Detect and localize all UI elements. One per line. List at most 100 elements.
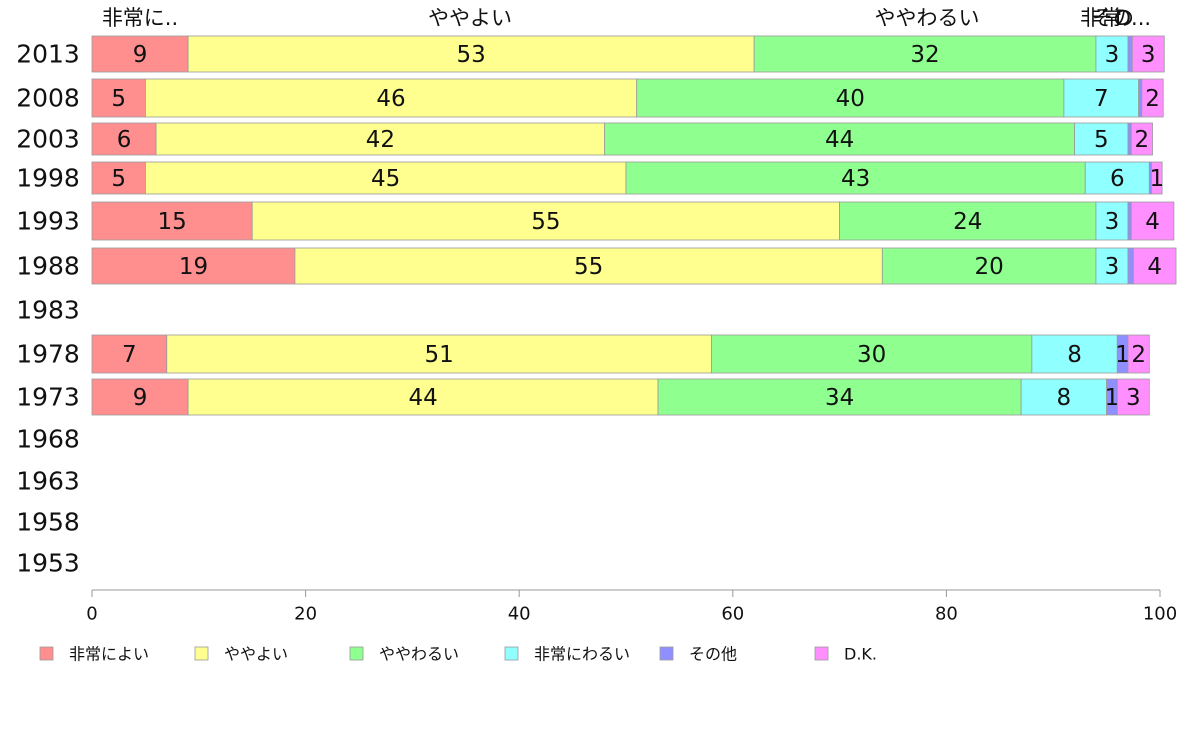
data-label: 4 [1147, 254, 1162, 280]
y-tick-label: 1993 [16, 207, 80, 236]
bar-segment [1132, 247, 1177, 285]
data-label: 45 [371, 166, 400, 192]
bar-segment [91, 35, 189, 73]
y-tick-label: 1973 [16, 383, 80, 412]
data-label: 5 [111, 166, 126, 192]
bar-segment [91, 201, 253, 241]
bar-segment [1130, 201, 1175, 241]
series-top-label: ややわるい [875, 6, 980, 30]
bar-segment [753, 35, 1097, 73]
y-tick-label: 1988 [16, 252, 80, 281]
data-label: 7 [122, 342, 137, 368]
data-label: 40 [836, 86, 865, 112]
x-tick-label: 20 [294, 604, 317, 625]
data-label: 6 [1110, 166, 1125, 192]
series-top-label: 非常 [1080, 6, 1122, 30]
bar-segment [91, 378, 189, 416]
x-tick-label: 100 [1143, 604, 1177, 625]
legend-swatch [39, 646, 54, 661]
bar-segment [1127, 334, 1150, 374]
data-label: 55 [531, 209, 560, 235]
data-label: 2 [1131, 342, 1146, 368]
legend-swatch [349, 646, 364, 661]
data-label: 5 [1094, 127, 1109, 153]
x-tick-label: 80 [935, 604, 958, 625]
data-label: 3 [1105, 209, 1120, 235]
data-label: 9 [133, 42, 148, 68]
legend-swatch [814, 646, 829, 661]
legend-swatch [659, 646, 674, 661]
bar-segment [1063, 78, 1140, 118]
data-label: 43 [841, 166, 870, 192]
data-label: 6 [117, 127, 132, 153]
series-top-label: その [1092, 6, 1134, 30]
legend-label: ややよい [224, 645, 288, 664]
bar-segment [1074, 122, 1129, 156]
data-label: 9 [133, 385, 148, 411]
series-top-label: 非常に.. [102, 6, 178, 30]
data-label: 8 [1067, 342, 1082, 368]
bar-segment [1095, 247, 1129, 285]
bar-segment [1138, 78, 1143, 118]
data-label: 44 [825, 127, 854, 153]
y-tick-label: 1953 [16, 549, 80, 578]
data-label: 30 [857, 342, 886, 368]
data-label: 19 [179, 254, 208, 280]
data-label: 55 [574, 254, 603, 280]
data-label: 42 [366, 127, 395, 153]
bar-segment [91, 161, 146, 195]
bar-segment [187, 35, 755, 73]
data-label: 34 [825, 385, 854, 411]
bar-segment [91, 334, 168, 374]
data-label: 3 [1105, 42, 1120, 68]
bar-segment [144, 78, 638, 118]
y-tick-label: 1983 [16, 296, 80, 325]
bar-segment [881, 247, 1097, 285]
data-label: 32 [910, 42, 939, 68]
bar-segment [1141, 78, 1164, 118]
bar-segment [636, 78, 1065, 118]
y-tick-label: 1998 [16, 164, 80, 193]
bar-segment [1130, 122, 1153, 156]
bar-segment [251, 201, 841, 241]
bar-segment [166, 334, 712, 374]
data-label: 3 [1141, 42, 1156, 68]
data-label: 2 [1145, 86, 1160, 112]
data-label: 15 [157, 209, 186, 235]
legend-label: 非常にわるい [534, 645, 630, 664]
bar-segment [1031, 334, 1118, 374]
bar-segment [839, 201, 1097, 241]
bar-segment [657, 378, 1022, 416]
bar-segment [1127, 247, 1134, 285]
x-tick-label: 40 [508, 604, 531, 625]
legend-label: 非常によい [69, 645, 149, 664]
bar-segment [1116, 378, 1150, 416]
y-tick-label: 2008 [16, 84, 80, 113]
bar-segment [91, 78, 146, 118]
data-label: 1 [1105, 385, 1120, 411]
legend-label: D.K. [844, 645, 877, 664]
y-tick-label: 1958 [16, 508, 80, 537]
bar-segment [1020, 378, 1107, 416]
legend-label: その他 [689, 645, 737, 664]
bar-segment [604, 122, 1075, 156]
data-label: 1 [1149, 166, 1164, 192]
bar-segment [1095, 201, 1129, 241]
bar-segment [91, 122, 157, 156]
bar-segment [1127, 122, 1132, 156]
data-label: 4 [1145, 209, 1160, 235]
data-label: 53 [456, 42, 485, 68]
y-tick-label: 1968 [16, 425, 80, 454]
bar-segment [1151, 161, 1163, 195]
bar-segment [1127, 201, 1132, 241]
bar-segment [1084, 161, 1150, 195]
x-tick-label: 0 [86, 604, 97, 625]
legend-swatch [194, 646, 209, 661]
data-label: 51 [424, 342, 453, 368]
x-tick-label: 60 [721, 604, 744, 625]
series-top-label: ややよい [428, 6, 512, 30]
data-label: 7 [1094, 86, 1109, 112]
bar-segment [294, 247, 883, 285]
